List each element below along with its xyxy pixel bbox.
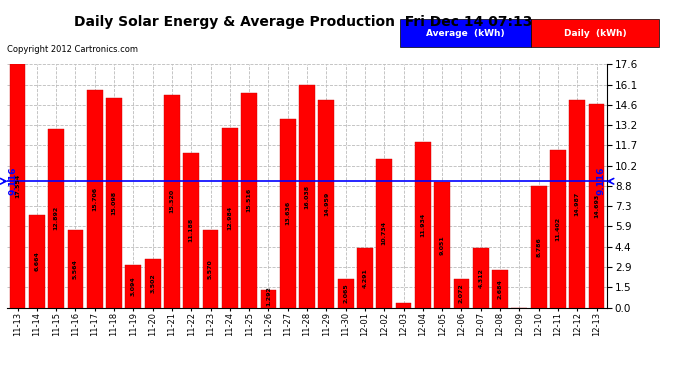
Text: 11.188: 11.188 (189, 218, 194, 242)
Text: 14.693: 14.693 (594, 194, 599, 218)
Text: 12.984: 12.984 (227, 206, 233, 230)
Text: 2.684: 2.684 (497, 279, 502, 299)
Bar (87, 90, 103, 308)
Bar (415, 142, 431, 308)
Text: 5.564: 5.564 (73, 259, 78, 279)
Text: 4.312: 4.312 (478, 268, 483, 288)
Text: 15.516: 15.516 (246, 188, 252, 212)
Bar (184, 153, 199, 308)
Bar (126, 265, 141, 308)
Text: 2.065: 2.065 (343, 284, 348, 303)
Bar (164, 95, 180, 308)
Text: 10.734: 10.734 (382, 221, 387, 245)
Bar (453, 279, 469, 308)
Bar (473, 248, 489, 308)
Bar (376, 159, 392, 308)
Text: 5.570: 5.570 (208, 259, 213, 279)
Bar (589, 104, 604, 308)
Bar (203, 230, 219, 308)
Bar (106, 98, 122, 308)
Text: Daily Solar Energy & Average Production  Fri Dec 14 07:13: Daily Solar Energy & Average Production … (75, 15, 533, 29)
Text: 2.072: 2.072 (459, 283, 464, 303)
Bar (299, 86, 315, 308)
Text: Average  (kWh): Average (kWh) (426, 28, 505, 38)
Bar (68, 231, 83, 308)
Text: 13.636: 13.636 (285, 201, 290, 225)
Bar (434, 182, 450, 308)
Bar (319, 100, 334, 308)
Bar (145, 259, 161, 308)
Bar (222, 128, 238, 308)
Bar (10, 64, 26, 308)
Text: 3.094: 3.094 (131, 276, 136, 296)
Bar (337, 279, 353, 308)
Text: 14.959: 14.959 (324, 192, 329, 216)
Text: 6.664: 6.664 (34, 251, 39, 271)
Text: 15.706: 15.706 (92, 187, 97, 211)
Text: 11.402: 11.402 (555, 216, 560, 241)
Text: 3.502: 3.502 (150, 273, 155, 293)
Text: 1.292: 1.292 (266, 286, 271, 306)
Bar (48, 129, 64, 308)
Text: 8.786: 8.786 (536, 237, 541, 256)
Bar (241, 93, 257, 308)
Text: Copyright 2012 Cartronics.com: Copyright 2012 Cartronics.com (7, 45, 138, 54)
Text: 14.987: 14.987 (575, 192, 580, 216)
Text: 9.051: 9.051 (440, 235, 444, 255)
Bar (357, 248, 373, 308)
Bar (550, 150, 566, 308)
Text: 17.554: 17.554 (15, 174, 20, 198)
Bar (569, 100, 585, 308)
Bar (261, 290, 277, 308)
Text: 9.116: 9.116 (596, 167, 605, 195)
Bar (29, 215, 45, 308)
Bar (492, 270, 508, 308)
Text: 11.934: 11.934 (420, 213, 425, 237)
Text: 4.291: 4.291 (362, 268, 368, 288)
Text: 15.320: 15.320 (170, 189, 175, 213)
Text: 9.116: 9.116 (9, 167, 18, 195)
Text: 16.038: 16.038 (304, 184, 310, 209)
Text: Daily  (kWh): Daily (kWh) (564, 28, 627, 38)
Text: 12.892: 12.892 (54, 206, 59, 230)
Bar (280, 118, 295, 308)
Bar (395, 303, 411, 307)
Bar (531, 186, 546, 308)
Text: 15.098: 15.098 (112, 191, 117, 215)
